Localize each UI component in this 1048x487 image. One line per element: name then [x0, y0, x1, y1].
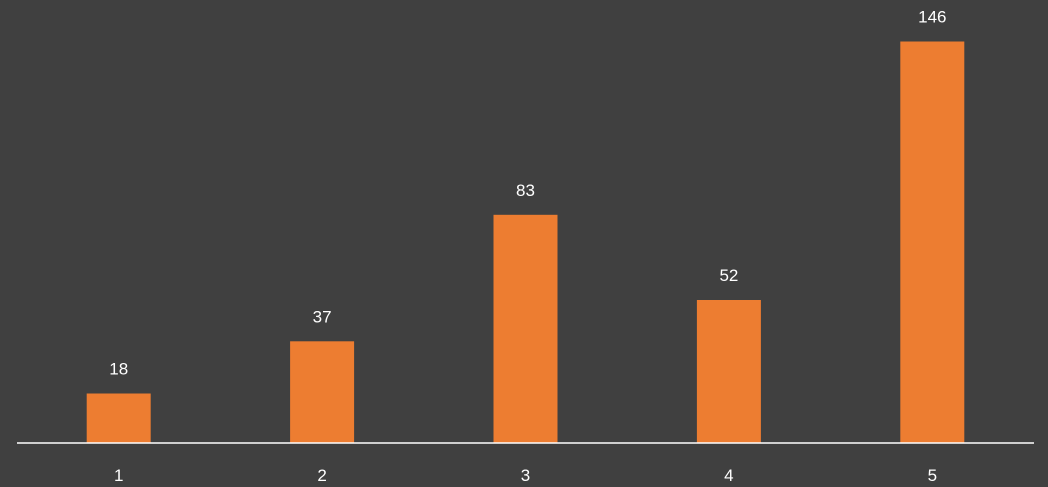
x-tick-label-3: 3	[521, 466, 530, 485]
bar-4	[696, 300, 761, 443]
bar-3	[493, 214, 558, 444]
x-tick-label-4: 4	[724, 466, 733, 485]
x-tick-label-5: 5	[928, 466, 937, 485]
data-label-3: 83	[516, 181, 535, 200]
bar-5	[900, 41, 965, 443]
bars-group	[86, 41, 965, 444]
data-label-2: 37	[313, 307, 332, 326]
x-tick-labels-group: 1 2 3 4 5	[114, 466, 937, 485]
bar-2	[290, 341, 355, 444]
data-label-5: 146	[918, 8, 946, 27]
x-tick-label-1: 1	[114, 466, 123, 485]
data-labels-group: 18 37 83 52 146	[109, 8, 946, 379]
bar-1	[86, 393, 151, 443]
data-label-4: 52	[719, 266, 738, 285]
x-tick-label-2: 2	[317, 466, 326, 485]
data-label-1: 18	[109, 360, 128, 379]
